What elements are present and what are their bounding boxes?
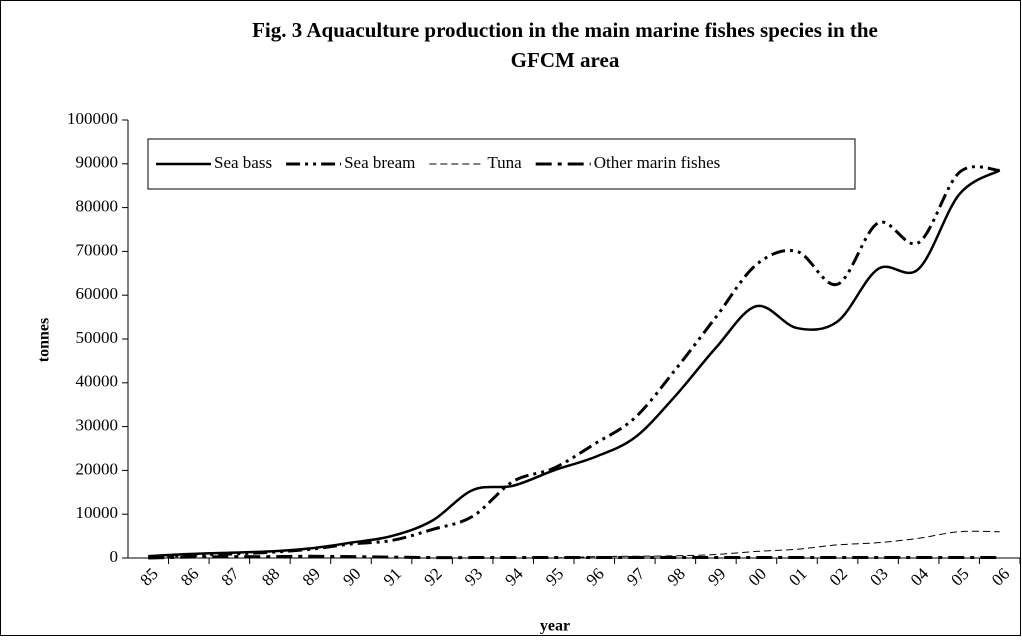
y-tick-label: 80000	[76, 197, 119, 216]
y-tick-label: 60000	[76, 284, 119, 303]
legend-label: Other marin fishes	[594, 153, 721, 172]
x-axis-title: year	[540, 618, 570, 635]
y-tick-label: 10000	[76, 503, 119, 522]
legend: Sea bass Sea bream Tuna Other marin fishes	[147, 138, 856, 190]
legend-label: Tuna	[487, 153, 522, 172]
y-axis-title: tonnes	[36, 318, 53, 362]
legend-label: Sea bass	[214, 153, 272, 172]
y-tick-label: 50000	[76, 328, 119, 347]
series-line	[148, 165, 1000, 559]
y-tick-label: 100000	[67, 109, 118, 128]
legend-box	[147, 138, 856, 190]
series-line	[148, 554, 1000, 560]
y-tick-label: 0	[110, 547, 119, 566]
chart-title: Fig. 3 Aquaculture production in the mai…	[252, 18, 878, 72]
y-tick-label: 20000	[76, 459, 119, 478]
y-tick-label: 90000	[76, 153, 119, 172]
series-line	[148, 530, 1000, 559]
legend-label: Sea bream	[344, 153, 415, 172]
y-tick-label: 70000	[76, 240, 119, 259]
y-tick-label: 30000	[76, 416, 119, 435]
y-tick-label: 40000	[76, 372, 119, 391]
